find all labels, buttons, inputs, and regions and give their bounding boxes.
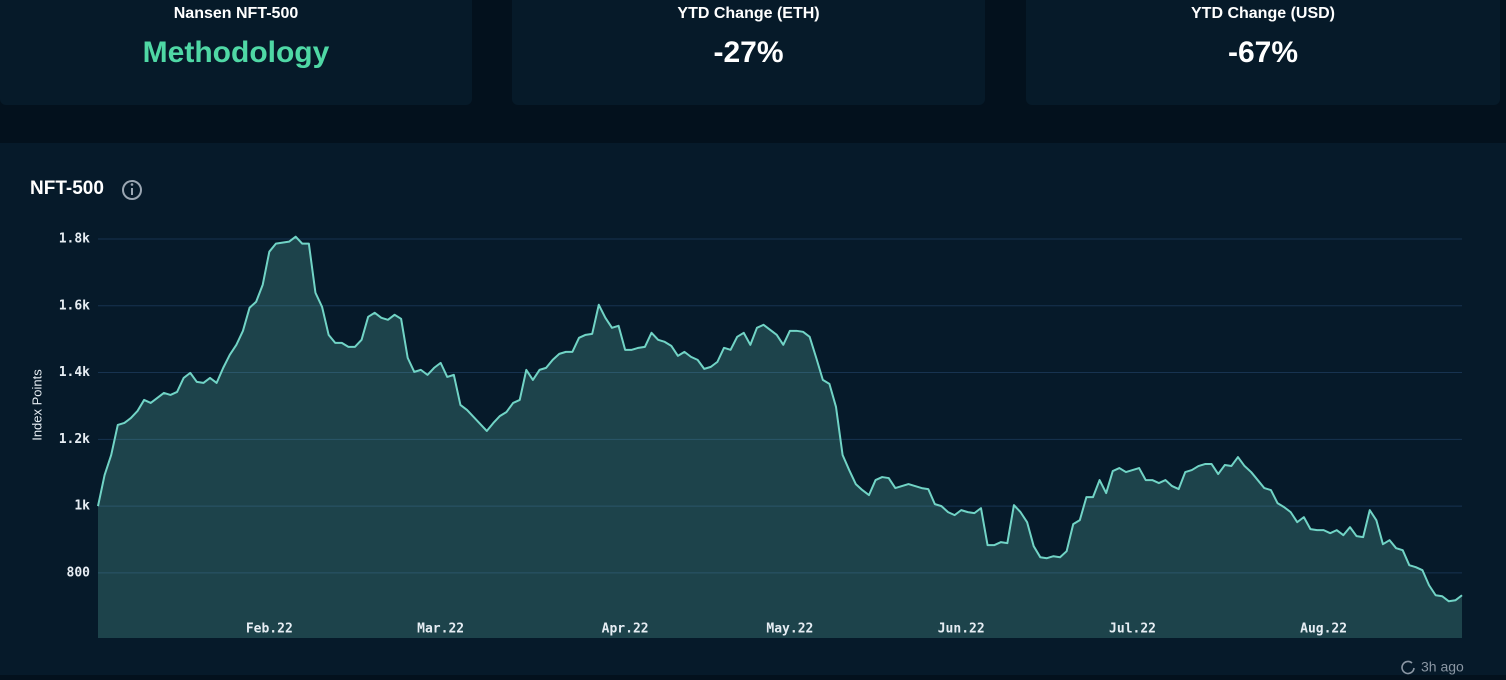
chart-panel: NFT-500 Index Points 3h ago 800 1k 1.2k 1.4… — [0, 143, 1506, 675]
info-circle — [122, 180, 142, 200]
y-tick-label: 1.4k — [59, 365, 90, 380]
card: YTD Change (ETH) -27% — [512, 0, 985, 105]
x-tick-label: Mar.22 — [417, 622, 464, 637]
chart: NFT-500 Index Points 3h ago 800 1k 1.2k 1.4… — [29, 178, 1464, 675]
y-tick-label: 1.6k — [59, 298, 90, 313]
x-tick-label: Aug.22 — [1300, 622, 1347, 637]
methodology-link[interactable]: Methodology — [142, 36, 330, 69]
card: Nansen NFT-500 Methodology — [0, 0, 472, 105]
x-tick-label: Jul.22 — [1109, 622, 1156, 637]
x-tick-label: Feb.22 — [246, 622, 293, 637]
y-tick-label: 1.2k — [59, 432, 90, 447]
area — [98, 236, 1462, 638]
refresh-arc — [1401, 660, 1415, 675]
x-tick-label: Jun.22 — [938, 622, 985, 637]
card-label: YTD Change (USD) — [1191, 5, 1335, 22]
y-tick-label: 1.8k — [59, 232, 90, 247]
card-label: YTD Change (ETH) — [677, 5, 820, 22]
info-icon[interactable] — [122, 180, 142, 200]
card: YTD Change (USD) -67% — [1026, 0, 1500, 105]
refresh-icon — [1401, 660, 1415, 675]
info-dot — [130, 183, 134, 186]
card-value: -27% — [713, 36, 784, 69]
x-tick-label: May.22 — [766, 622, 813, 637]
line — [97, 235, 1463, 603]
y-axis-label: Index Points — [29, 369, 44, 441]
chart-title: NFT-500 — [30, 178, 104, 199]
card-label: Nansen NFT-500 — [173, 5, 299, 22]
x-tick-label: Apr.22 — [602, 622, 649, 637]
y-tick-label: 800 — [67, 565, 91, 580]
card-value: -67% — [1227, 36, 1299, 69]
y-tick-label: 1k — [74, 499, 90, 514]
updated-time: 3h ago — [1421, 659, 1464, 675]
